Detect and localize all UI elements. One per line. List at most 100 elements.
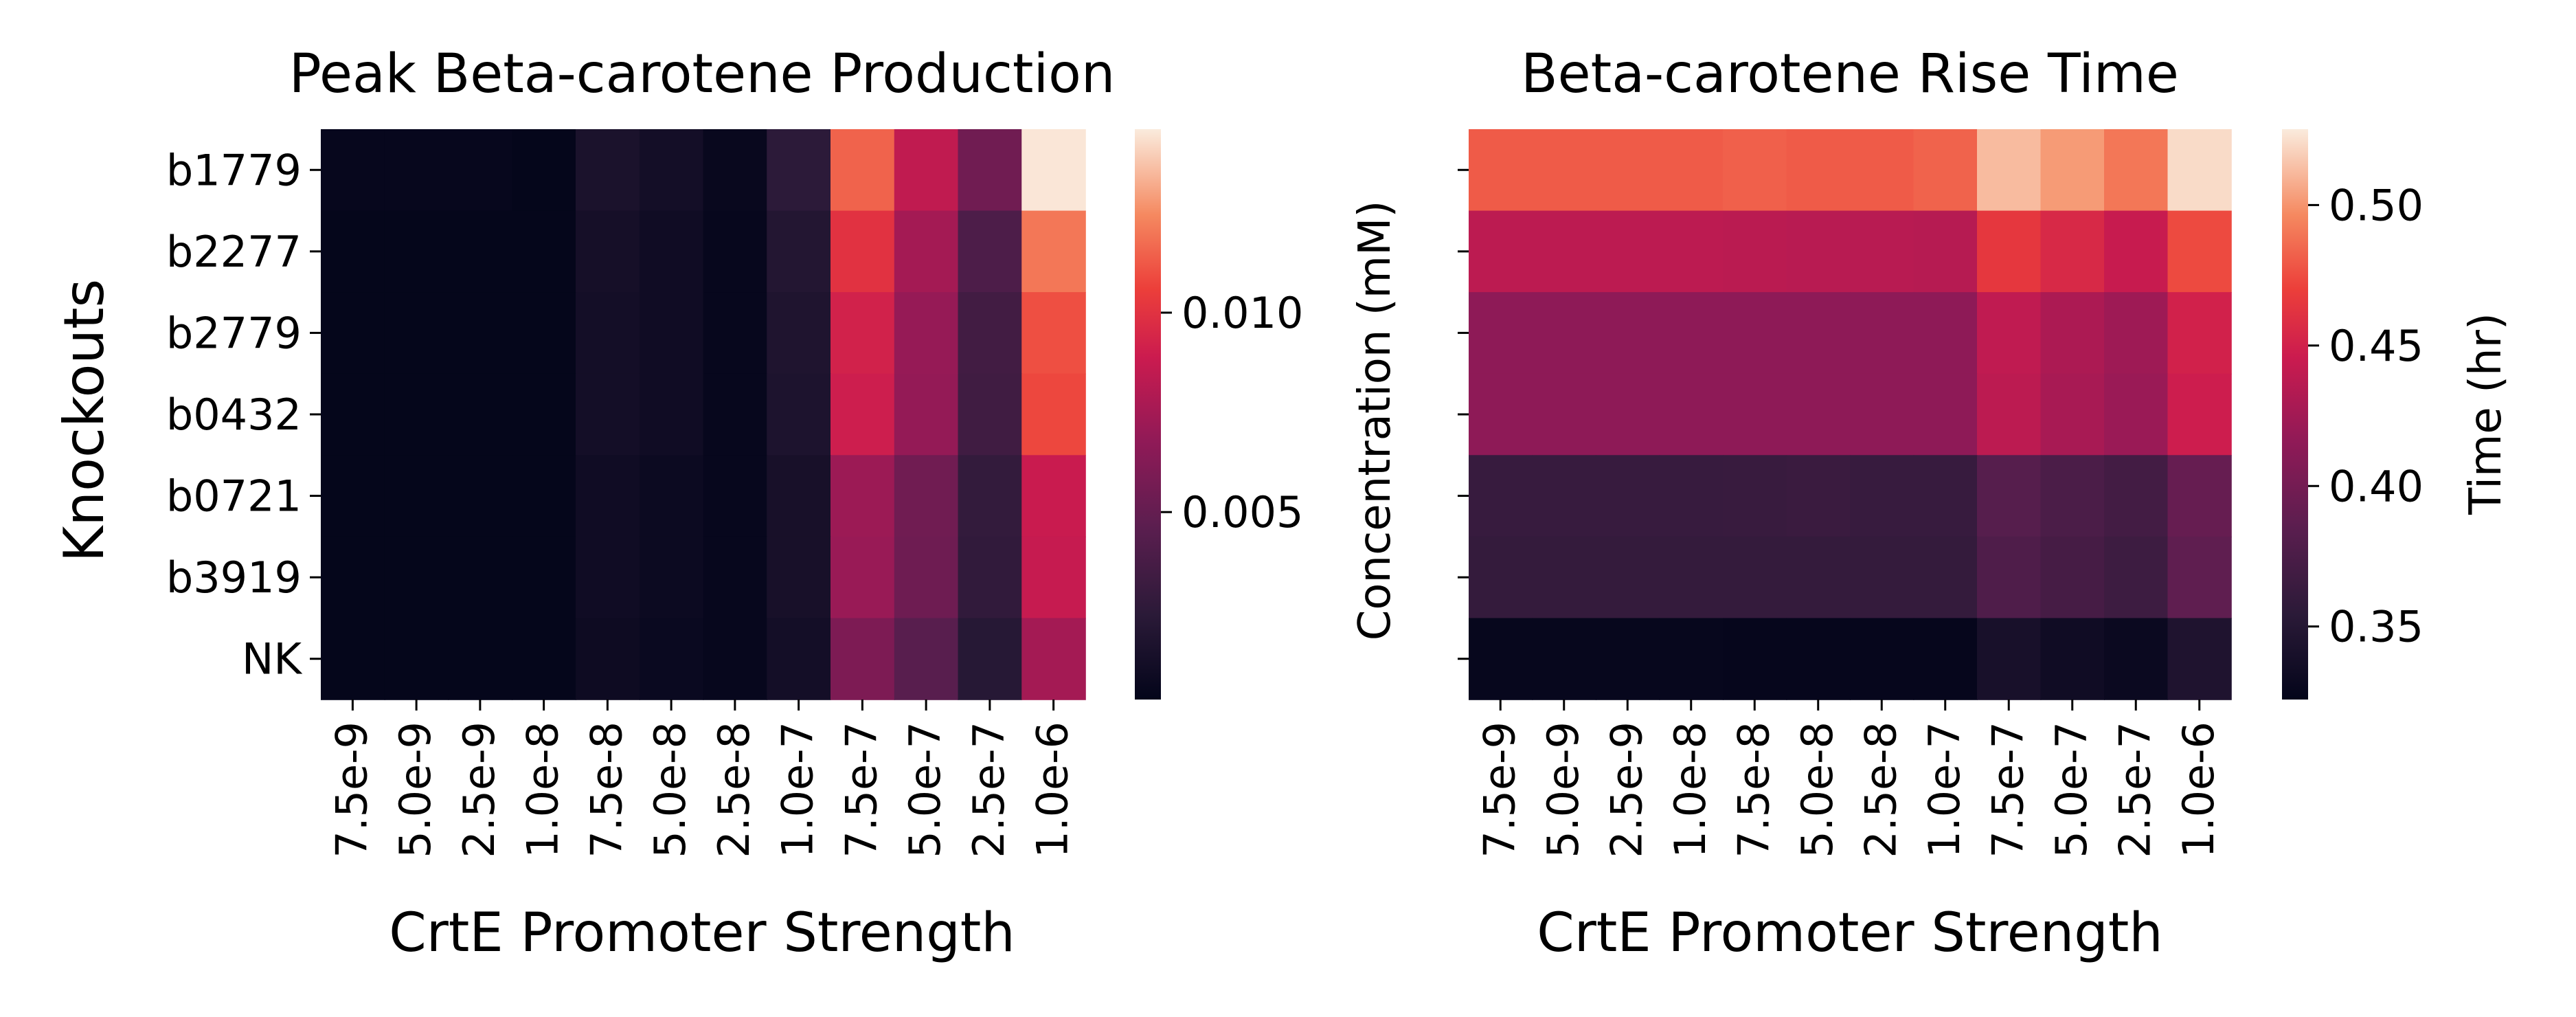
heatmap-cell <box>1723 373 1787 456</box>
heatmap-cell <box>1469 129 1533 212</box>
heatmap-cell <box>321 618 385 700</box>
heatmap-cell <box>1723 129 1787 212</box>
heatmap-cell <box>1913 455 1978 537</box>
x-tick-label: 5.0e-7 <box>2046 722 2097 858</box>
heatmap-cell <box>1723 455 1787 537</box>
x-tick-label: 7.5e-9 <box>1474 722 1524 858</box>
heatmap-cell <box>1786 373 1851 456</box>
heatmap-panel-production: Peak Beta-carotene Production b1779 b2277… <box>52 43 1304 964</box>
heatmap-cell <box>1596 536 1660 619</box>
heatmap-cell <box>2167 210 2232 293</box>
heatmap-cell <box>1659 618 1724 700</box>
y-axis-ticks <box>1458 168 1469 660</box>
heatmap-cell <box>384 129 449 212</box>
heatmap-cell <box>576 536 640 619</box>
x-tick-label: 1.0e-6 <box>1028 722 1078 858</box>
heatmap-cell <box>894 536 959 619</box>
x-tick-label: 7.5e-9 <box>326 722 376 858</box>
x-tick-label: 2.5e-8 <box>1855 722 1906 858</box>
heatmap-cell <box>512 618 576 700</box>
heatmap-cell <box>767 455 831 537</box>
chart-title: Beta-carotene Rise Time <box>1521 43 2179 105</box>
y-tick-label: b3919 <box>166 552 302 603</box>
heatmap-cell <box>1723 536 1787 619</box>
heatmap-cell <box>321 536 385 619</box>
heatmap-cell <box>1469 618 1533 700</box>
x-axis-label: CrtE Promoter Strength <box>389 902 1015 964</box>
chart-title: Peak Beta-carotene Production <box>289 43 1116 105</box>
colorbar-ticks: 0.005 0.010 <box>1161 288 1304 537</box>
heatmap-cell <box>576 618 640 700</box>
x-axis-label: CrtE Promoter Strength <box>1537 902 2162 964</box>
heatmap-cell <box>2040 129 2105 212</box>
heatmap-cells <box>1469 129 2232 700</box>
heatmap-cell <box>2104 536 2169 619</box>
heatmap-cell <box>1596 455 1660 537</box>
heatmap-cell <box>1977 373 2042 456</box>
x-tick-label: 2.5e-8 <box>709 722 759 858</box>
heatmap-cell <box>2040 536 2105 619</box>
heatmap-cell <box>1021 536 1086 619</box>
heatmap-cell <box>767 129 831 212</box>
heatmap-cell <box>2040 210 2105 293</box>
x-tick-label: 2.5e-7 <box>964 722 1014 858</box>
x-tick-label: 5.0e-9 <box>390 722 440 858</box>
heatmap-cell <box>894 373 959 456</box>
x-tick-label: 5.0e-8 <box>1792 722 1842 858</box>
heatmap-cell <box>1469 292 1533 375</box>
y-tick-label: NK <box>242 634 302 684</box>
heatmap-cell <box>2104 373 2169 456</box>
heatmap-cell <box>1469 455 1533 537</box>
heatmap-cell <box>1723 210 1787 293</box>
heatmap-cell <box>1532 455 1596 537</box>
heatmap-cell <box>1532 536 1596 619</box>
heatmap-cell <box>1659 536 1724 619</box>
x-tick-label: 5.0e-7 <box>900 722 950 858</box>
heatmap-cell <box>2040 618 2105 700</box>
colorbar-tick-label: 0.010 <box>1182 288 1304 338</box>
heatmap-cell <box>1469 210 1533 293</box>
heatmap-cell <box>1021 455 1086 537</box>
heatmap-cell <box>1659 210 1724 293</box>
y-axis-label: Knockouts <box>52 279 116 562</box>
heatmap-cell <box>703 455 768 537</box>
heatmap-cell <box>894 210 959 293</box>
x-tick-label: 1.0e-8 <box>1665 722 1715 858</box>
heatmap-cell <box>1850 292 1914 375</box>
heatmap-cell <box>1532 129 1596 212</box>
heatmap-cell <box>1786 292 1851 375</box>
heatmap-cell <box>958 455 1023 537</box>
heatmap-cell <box>2167 536 2232 619</box>
heatmap-cell <box>2167 373 2232 456</box>
heatmap-cell <box>448 210 513 293</box>
heatmap-cell <box>384 292 449 375</box>
heatmap-cell <box>321 129 385 212</box>
heatmap-cell <box>512 455 576 537</box>
heatmap-cell <box>2104 618 2169 700</box>
heatmap-panel-rise-time: Beta-carotene Rise Time 7.5e-9 5.0e-9 2.5e… <box>1350 43 2511 964</box>
heatmap-cell <box>2167 292 2232 375</box>
heatmap-cell <box>576 210 640 293</box>
heatmap-cell <box>894 455 959 537</box>
heatmap-cell <box>639 455 704 537</box>
heatmap-cell <box>1596 210 1660 293</box>
heatmap-cell <box>639 129 704 212</box>
colorbar-label: Time (hr) <box>2461 313 2511 515</box>
heatmap-cell <box>2040 455 2105 537</box>
heatmap-cell <box>576 129 640 212</box>
heatmap-cell <box>1786 455 1851 537</box>
colorbar-gradient <box>1135 129 1161 700</box>
heatmap-cell <box>831 455 895 537</box>
heatmap-cell <box>576 373 640 456</box>
y-axis-label: Concentration (mM) <box>1350 201 1401 641</box>
heatmap-cell <box>1021 292 1086 375</box>
colorbar: 0.005 0.010 <box>1135 129 1304 700</box>
heatmap-cell <box>1532 292 1596 375</box>
heatmap-cell <box>448 536 513 619</box>
heatmap-cell <box>703 373 768 456</box>
heatmap-cell <box>831 129 895 212</box>
heatmap-cell <box>512 373 576 456</box>
heatmap-cell <box>512 292 576 375</box>
heatmap-cell <box>448 292 513 375</box>
